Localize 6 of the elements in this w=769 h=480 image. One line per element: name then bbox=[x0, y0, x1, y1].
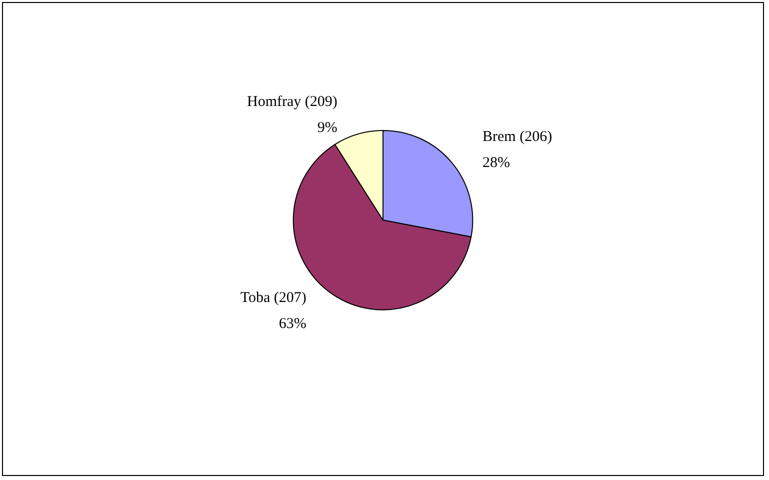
slice-label: Toba (207) bbox=[240, 290, 306, 306]
data-label: 9% bbox=[317, 120, 338, 136]
slice-label: Brem (206) bbox=[482, 129, 552, 146]
data-label: 63% bbox=[278, 316, 306, 332]
slice-label: Homfray (209) bbox=[247, 94, 338, 110]
data-label: 28% bbox=[482, 155, 510, 172]
